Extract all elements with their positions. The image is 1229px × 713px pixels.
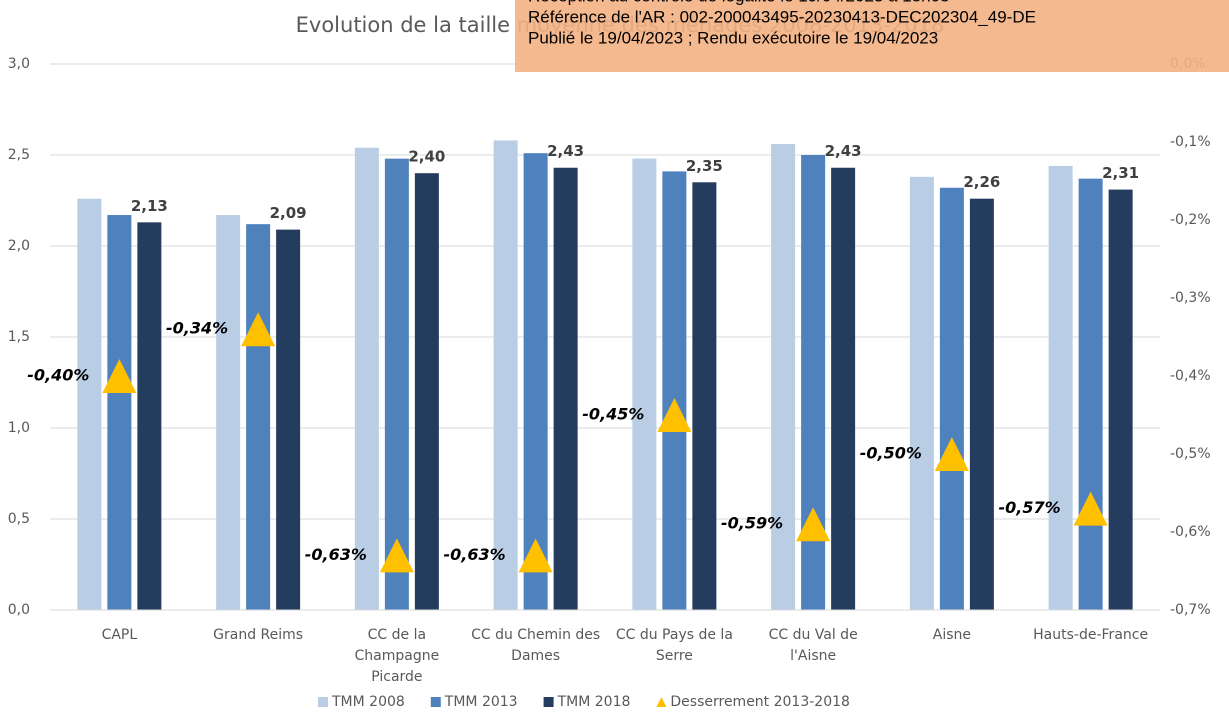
y2-tick-label: -0,5% [1170, 446, 1211, 462]
legend-swatch [543, 697, 554, 707]
y2-tick-label: -0,2% [1170, 212, 1211, 228]
marker [796, 507, 831, 542]
bar [276, 229, 301, 610]
data-label: -0,40% [27, 366, 89, 385]
marker [657, 398, 692, 432]
bar [771, 144, 796, 610]
bar [493, 140, 518, 610]
x-tick-label: Hauts-de-France [1033, 627, 1148, 643]
marker [934, 437, 969, 471]
y2-tick-label: -0,1% [1170, 134, 1211, 150]
data-label: 2,43 [825, 142, 862, 160]
bar [137, 222, 162, 610]
data-label: -0,63% [305, 545, 367, 564]
bar [107, 215, 132, 610]
x-tick-label: Aisne [933, 627, 971, 643]
data-label: 2,40 [408, 148, 445, 166]
stamp-line: Publié le 19/04/2023 ; Rendu exécutoire … [528, 28, 938, 47]
marker [241, 312, 276, 347]
data-label: -0,45% [582, 405, 644, 424]
bar [414, 173, 439, 610]
data-label: 2,13 [131, 197, 168, 215]
y2-tick-label: -0,3% [1170, 290, 1211, 306]
y-tick-label: 0,0 [8, 602, 30, 618]
y2-tick-label: -0,7% [1170, 602, 1211, 618]
legend-label: Desserrement 2013-2018 [670, 694, 850, 710]
y-tick-label: 1,0 [8, 420, 30, 436]
stamp-line: Réception au contrôle de légalité le 19/… [528, 0, 950, 5]
legend-marker [656, 697, 667, 707]
bar [969, 198, 994, 610]
data-label: -0,50% [860, 444, 922, 463]
data-label: -0,57% [998, 498, 1060, 517]
bar [77, 198, 102, 610]
marker [1073, 491, 1108, 526]
y-tick-label: 2,0 [8, 238, 30, 254]
bar [939, 187, 964, 610]
data-label: -0,34% [166, 319, 228, 338]
y2-tick-label: -0,6% [1170, 524, 1211, 540]
x-tick-label: CAPL [102, 627, 138, 643]
bar [246, 224, 271, 610]
y-tick-label: 3,0 [8, 56, 30, 72]
y-tick-label: 0,5 [8, 511, 30, 527]
bar [692, 182, 717, 611]
x-tick-label: CC du Chemin des Dames [471, 627, 600, 664]
data-label: 2,26 [963, 173, 1000, 191]
bar [523, 153, 548, 610]
bar [909, 176, 934, 610]
bar [1108, 189, 1133, 610]
bar [384, 158, 409, 610]
data-label: -0,63% [443, 545, 505, 564]
bar [553, 167, 578, 611]
data-label: 2,43 [547, 142, 584, 160]
marker [518, 538, 553, 573]
legend-swatch [430, 697, 441, 707]
data-label: 2,09 [270, 204, 307, 222]
bar [831, 167, 856, 611]
data-label: -0,59% [721, 514, 783, 533]
stamp-box [515, 0, 1229, 72]
y-tick-label: 1,5 [8, 329, 30, 345]
bar [801, 155, 826, 610]
legend-swatch [318, 697, 328, 707]
legend-label: TMM 2018 [557, 694, 631, 710]
marker [102, 359, 137, 393]
bar [1048, 165, 1073, 611]
bar [354, 147, 379, 610]
bar [632, 158, 657, 610]
legend-label: TMM 2013 [444, 694, 518, 710]
x-tick-label: CC du Pays de la Serre [616, 627, 733, 664]
y-tick-label: 2,5 [8, 147, 30, 163]
x-tick-label: Grand Reims [213, 627, 303, 643]
stamp-line: Référence de l'AR : 002-200043495-202304… [528, 7, 1036, 26]
bar [216, 215, 241, 610]
data-label: 2,35 [686, 157, 723, 175]
x-tick-label: CC du Val de l'Aisne [769, 627, 858, 664]
legend-label: TMM 2008 [331, 694, 405, 710]
y2-tick-label: -0,4% [1170, 368, 1211, 384]
data-label: 2,31 [1102, 164, 1139, 182]
bar [1078, 178, 1103, 610]
marker [379, 538, 414, 573]
x-tick-label: CC de la Champagne Picarde [355, 627, 440, 685]
bar [662, 171, 687, 610]
